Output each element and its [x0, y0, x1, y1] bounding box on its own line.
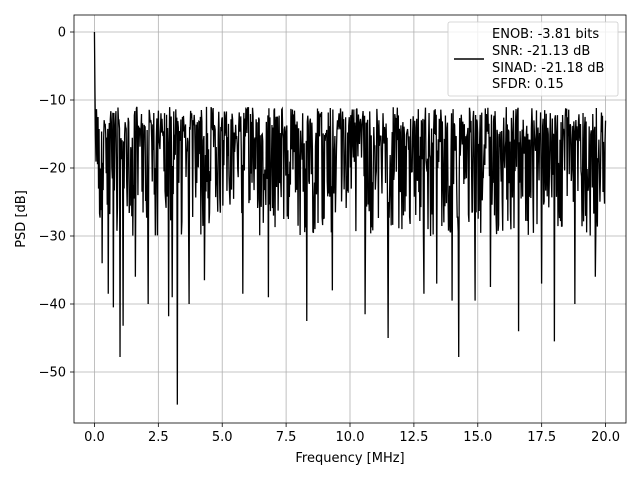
- x-tick-label: 5.0: [212, 430, 233, 445]
- x-tick-label: 10.0: [336, 430, 365, 445]
- x-tick-label: 17.5: [527, 430, 556, 445]
- legend-sfdr: SFDR: 0.15: [492, 77, 564, 92]
- x-axis-label: Frequency [MHz]: [295, 451, 404, 466]
- y-axis-label: PSD [dB]: [14, 190, 29, 248]
- y-tick-label: −40: [39, 298, 66, 313]
- x-tick-label: 2.5: [148, 430, 169, 445]
- legend-snr: SNR: -21.13 dB: [492, 44, 590, 59]
- x-tick-label: 15.0: [463, 430, 492, 445]
- x-tick-label: 12.5: [399, 430, 428, 445]
- x-tick-label: 20.0: [591, 430, 620, 445]
- legend-enob: ENOB: -3.81 bits: [492, 27, 599, 42]
- data-layer: [93, 31, 607, 405]
- y-tick-label: 0: [58, 26, 66, 41]
- legend-box: [447, 21, 619, 97]
- y-tick-label: −30: [39, 230, 66, 245]
- legend: ENOB: -3.81 bits SNR: -21.13 dB SINAD: -…: [447, 21, 619, 97]
- legend-sinad: SINAD: -21.18 dB: [492, 61, 604, 76]
- psd-series-line: [93, 31, 607, 405]
- x-tick-label: 0.0: [84, 430, 105, 445]
- y-tick-label: −10: [39, 94, 66, 109]
- tick-layer: 0.0 2.5 5.0 7.5 10.0 12.5 15.0 17.5 20.0 0 −10 −20 −…: [39, 26, 620, 446]
- y-tick-label: −20: [39, 162, 66, 177]
- y-tick-label: −50: [39, 366, 66, 381]
- x-tick-label: 7.5: [276, 430, 297, 445]
